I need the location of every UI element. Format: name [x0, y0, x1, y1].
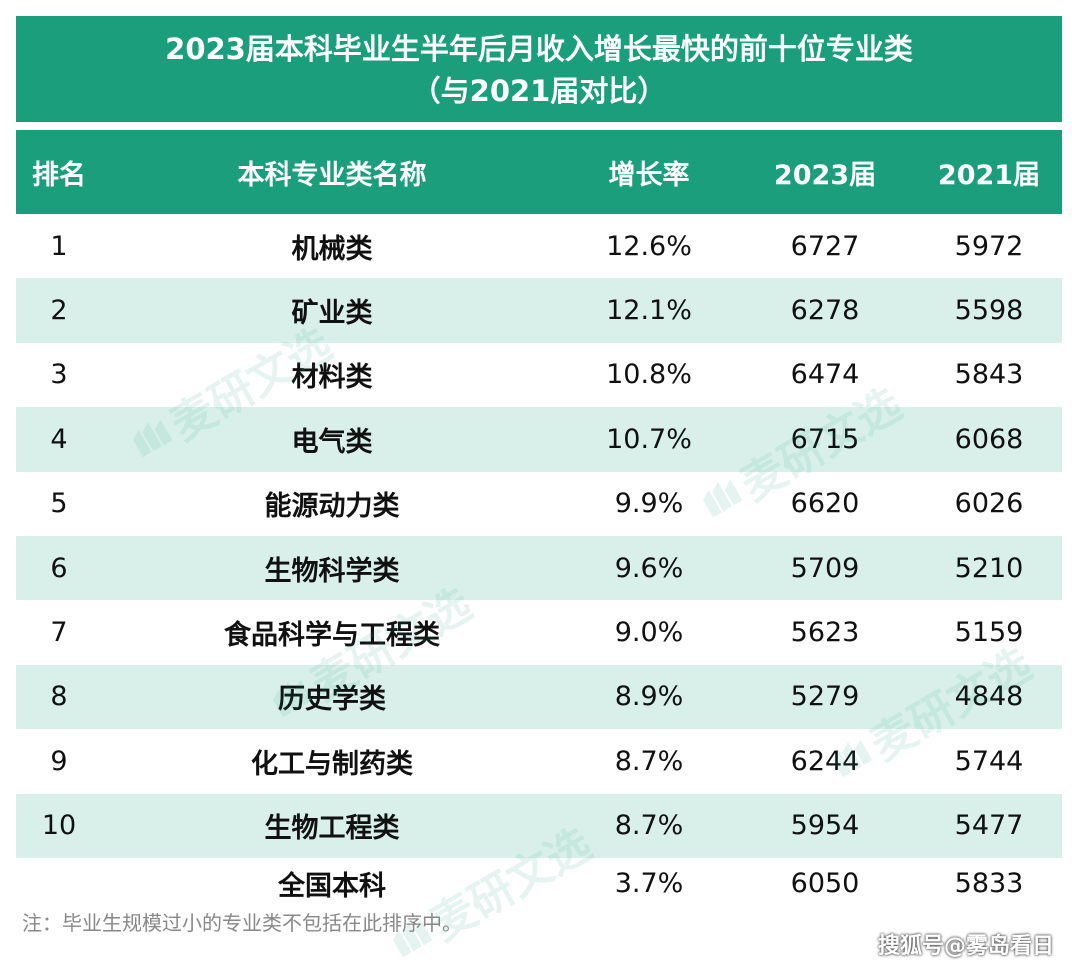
row-income-2023: 6278 [790, 295, 860, 327]
row-income-2023: 6620 [790, 488, 860, 520]
table-body: 1 机械类 12.6% 6727 5972 2 矿业类 12.1% 6278 5… [16, 214, 1062, 858]
row-major-name: 生物工程类 [264, 813, 400, 845]
row-growth-rate: 9.6% [614, 552, 684, 584]
table-row: 8 历史学类 8.9% 5279 4848 [16, 664, 1062, 730]
row-major-name: 电气类 [291, 426, 373, 458]
row-income-2021: 5159 [954, 617, 1024, 649]
row-rank: 3 [50, 359, 68, 391]
row-growth-rate: 10.8% [606, 359, 692, 391]
row-rank: 1 [50, 230, 68, 262]
row-income-2023: 6727 [790, 230, 860, 262]
row-income-2023: 5709 [790, 552, 860, 584]
row-income-2021: 5210 [954, 552, 1024, 584]
row-income-2023: 6715 [790, 423, 860, 455]
row-major-name: 能源动力类 [264, 491, 400, 523]
row-rank: 4 [50, 423, 68, 455]
row-rank: 7 [50, 617, 68, 649]
row-rank: 10 [41, 810, 77, 842]
row-rank: 8 [50, 681, 68, 713]
table-row: 4 电气类 10.7% 6715 6068 [16, 407, 1062, 472]
row-major-name: 机械类 [291, 233, 373, 265]
table-row: 10 生物工程类 8.7% 5954 5477 [16, 793, 1062, 858]
row-growth-rate: 10.7% [606, 423, 692, 455]
source-credit: 搜狐号@雾岛看日 [877, 934, 1054, 959]
row-major-name: 化工与制药类 [251, 748, 413, 780]
row-rank: 6 [50, 552, 68, 584]
row-income-2021: 5843 [954, 359, 1024, 391]
header-rank: 排名 [32, 159, 86, 191]
row-major-name: 历史学类 [278, 684, 386, 716]
table-row: 1 机械类 12.6% 6727 5972 [16, 214, 1062, 278]
row-growth-rate: 8.7% [614, 745, 684, 777]
table-row: 2 矿业类 12.1% 6278 5598 [16, 278, 1062, 343]
row-growth-rate: 8.9% [614, 681, 684, 713]
row-income-2021: 5598 [954, 295, 1024, 327]
row-rank: 9 [50, 745, 68, 777]
row-income-2023: 6244 [790, 745, 860, 777]
row-major-name: 生物科学类 [264, 555, 400, 587]
total-growth-rate: 3.7% [614, 867, 684, 899]
row-growth-rate: 12.6% [606, 230, 692, 262]
table-row: 7 食品科学与工程类 9.0% 5623 5159 [16, 600, 1062, 664]
table-row: 5 能源动力类 9.9% 6620 6026 [16, 472, 1062, 536]
header-rate: 增长率 [608, 159, 690, 191]
total-income-2021: 5833 [954, 867, 1024, 899]
table-header-row: 排名 本科专业类名称 增长率 2023届 2021届 [16, 130, 1062, 214]
row-income-2021: 5972 [954, 230, 1024, 262]
title-line-1: 2023届本科毕业生半年后月收入增长最快的前十位专业类 [165, 32, 913, 66]
row-major-name: 食品科学与工程类 [224, 620, 440, 652]
row-income-2021: 5477 [954, 810, 1024, 842]
header-name: 本科专业类名称 [237, 159, 427, 191]
row-income-2023: 5954 [790, 810, 860, 842]
row-income-2021: 5744 [954, 745, 1024, 777]
total-label: 全国本科 [278, 870, 386, 902]
row-rank: 2 [50, 295, 68, 327]
footnote: 注：毕业生规模过小的专业类不包括在此排序中。 [22, 911, 462, 935]
header-2021: 2021届 [937, 159, 1041, 191]
total-income-2023: 6050 [790, 867, 860, 899]
row-growth-rate: 12.1% [606, 295, 692, 327]
header-2023: 2023届 [773, 159, 877, 191]
row-income-2021: 4848 [954, 681, 1024, 713]
row-rank: 5 [50, 488, 68, 520]
row-income-2023: 6474 [790, 359, 860, 391]
table-row: 3 材料类 10.8% 6474 5843 [16, 343, 1062, 407]
row-growth-rate: 8.7% [614, 810, 684, 842]
national-total-row: 全国本科 3.7% 6050 5833 [16, 858, 1062, 908]
row-income-2023: 5279 [790, 681, 860, 713]
table-row: 6 生物科学类 9.6% 5709 5210 [16, 535, 1062, 601]
row-income-2023: 5623 [790, 617, 860, 649]
row-growth-rate: 9.9% [614, 488, 684, 520]
row-income-2021: 6068 [954, 423, 1024, 455]
table-row: 9 化工与制药类 8.7% 6244 5744 [16, 729, 1062, 793]
row-growth-rate: 9.0% [614, 617, 684, 649]
title-line-2: （与2021届对比） [411, 74, 667, 108]
table-title: 2023届本科毕业生半年后月收入增长最快的前十位专业类 （与2021届对比） [16, 16, 1062, 122]
row-major-name: 材料类 [291, 362, 373, 394]
row-income-2021: 6026 [954, 488, 1024, 520]
row-major-name: 矿业类 [291, 298, 373, 330]
